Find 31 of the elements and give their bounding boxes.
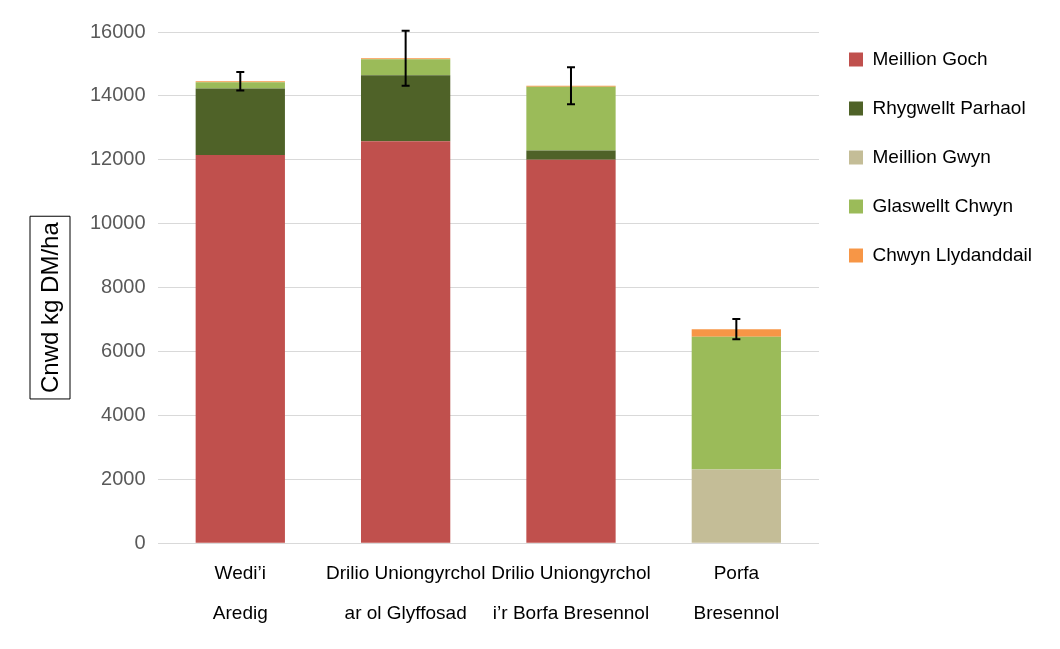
bar [195,82,285,89]
bar [691,469,781,543]
y-tick-label: 14000 [89,83,146,106]
bar [195,88,285,156]
x-tick-label: Drilio Uniongyrchol ar ol Glyffosad [325,562,486,624]
bar [361,75,451,142]
x-tick-label: Wedi’i Aredig [212,562,268,624]
x-tick-label: Porfa Bresennol [693,562,780,624]
bar [526,159,616,543]
bar [195,155,285,543]
bar [691,336,781,470]
bar [691,329,781,337]
x-tick-label: Drilio Uniongyrchol i’r Borfa Bresennol [491,562,651,624]
y-tick-label: 12000 [89,147,146,170]
legend-label: Chwyn Llydanddail [872,243,1033,265]
y-tick-label: 6000 [101,339,146,362]
bar [361,59,451,76]
y-tick-label: 8000 [101,275,146,298]
legend-label: Rhygwellt Parhaol [872,96,1026,118]
y-tick-label: 10000 [89,211,146,234]
y-axis-title: Cnwd kg DM/ha [35,221,63,393]
bar [361,141,451,543]
legend-label: Glaswellt Chwyn [872,194,1013,216]
legend-label: Meillion Gwyn [872,145,991,167]
bar [526,86,616,151]
y-tick-label: 16000 [89,19,146,42]
legend-label: Meillion Goch [872,47,988,69]
y-tick-label: 0 [134,530,146,553]
bar [526,150,616,160]
y-tick-label: 4000 [101,402,146,425]
y-tick-label: 2000 [101,466,146,489]
